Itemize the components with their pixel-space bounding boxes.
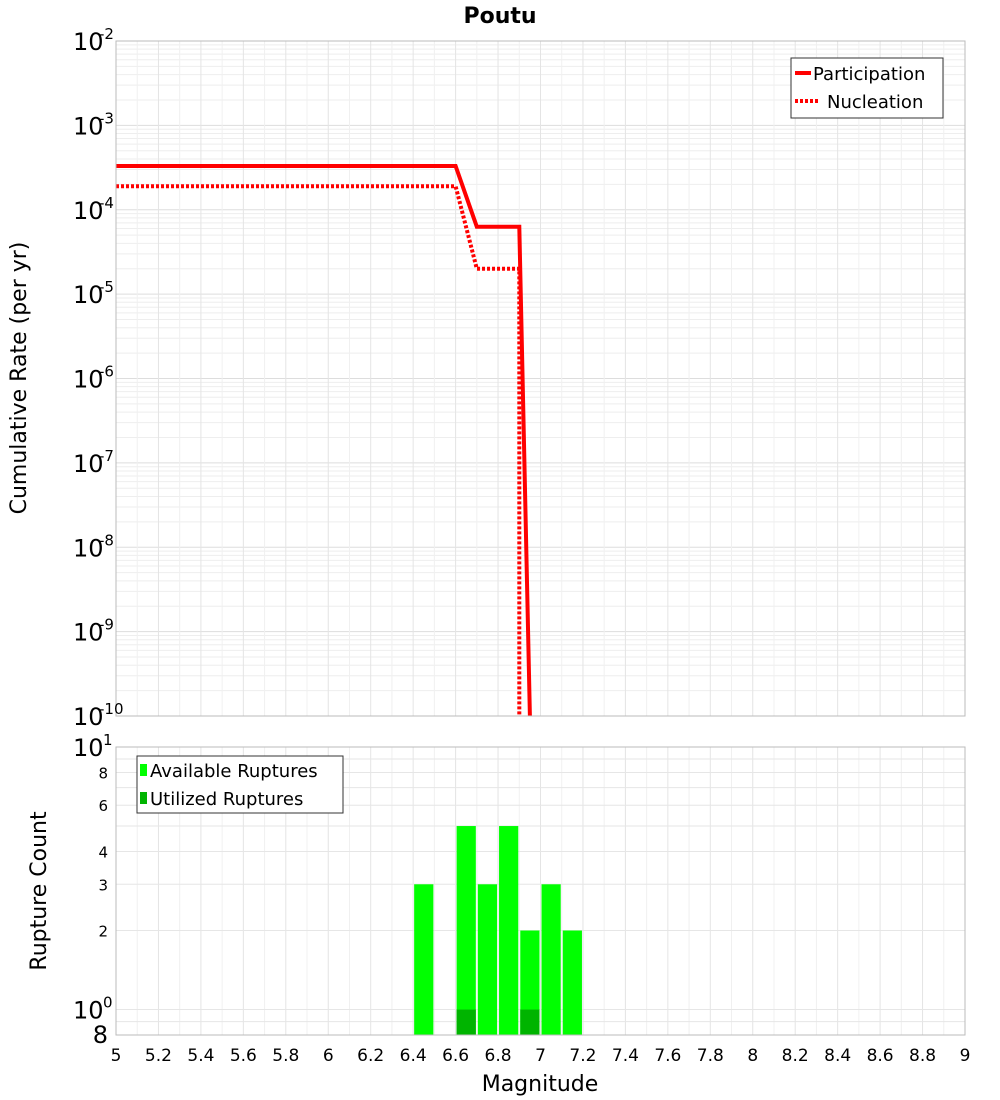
top-y-tick-exponent: -10 [99, 700, 124, 718]
top-y-tick-base: 10 [73, 619, 104, 647]
available-ruptures-bar [499, 826, 519, 1035]
utilized-ruptures-legend-swatch [140, 792, 147, 804]
participation-legend-label: Participation [813, 64, 925, 85]
chart-title: Poutu [463, 4, 536, 29]
x-tick-label: 7.4 [612, 1046, 639, 1066]
x-tick-label: 5.6 [230, 1046, 257, 1066]
x-tick-label: 7.8 [697, 1046, 724, 1066]
x-tick-label: 6.8 [485, 1046, 512, 1066]
top-y-tick-exponent: -2 [99, 25, 114, 43]
top-y-tick-base: 10 [73, 197, 104, 225]
x-tick-label: 7.6 [654, 1046, 681, 1066]
bottom-y-minor-tick-label: 3 [98, 876, 108, 894]
top-y-tick-base: 10 [73, 366, 104, 394]
x-tick-label: 5.8 [272, 1046, 299, 1066]
bottom-y-tick-base: 10 [73, 997, 104, 1025]
bottom-y-tick-exponent: 0 [103, 994, 113, 1012]
utilized-ruptures-legend-label: Utilized Ruptures [150, 789, 303, 810]
available-ruptures-legend-swatch [140, 764, 147, 776]
x-tick-label: 6 [323, 1046, 334, 1066]
rupture-count-bars [414, 826, 582, 1035]
x-tick-label: 7.2 [569, 1046, 596, 1066]
bottom-y-minor-tick-label: 8 [93, 1021, 108, 1049]
x-tick-label: 8.4 [824, 1046, 851, 1066]
bottom-legend-box [136, 755, 344, 814]
x-tick-labels: 5 5.2 5.4 5.6 5.8 6 6.2 6.4 6.6 6.8 7 7.2 7.4 7.6 7.8 8… [111, 1046, 971, 1066]
bottom-y-minor-tick-label: 4 [98, 843, 108, 861]
x-tick-label: 8.6 [867, 1046, 894, 1066]
available-ruptures-legend-label: Available Ruptures [150, 761, 318, 782]
top-y-tick-exponent: -3 [99, 109, 114, 127]
top-plot-border [115, 40, 966, 717]
bottom-y-minor-tick-label: 2 [98, 923, 108, 941]
x-tick-label: 6.2 [357, 1046, 384, 1066]
top-y-tick-base: 10 [73, 28, 104, 56]
x-tick-label: 5.2 [145, 1046, 172, 1066]
x-tick-label: 8.2 [782, 1046, 809, 1066]
top-plot-frame [115, 40, 966, 717]
top-y-tick-exponent: -6 [99, 363, 114, 381]
bottom-y-minor-tick-label: 6 [98, 797, 108, 815]
top-y-tick-base: 10 [73, 703, 104, 731]
bottom-y-tick-exponent: 1 [103, 731, 113, 749]
x-tick-label: 6.4 [400, 1046, 427, 1066]
bottom-y-axis-label: Rupture Count [27, 811, 52, 971]
available-ruptures-bar [477, 884, 498, 1035]
nucleation-legend-label: Nucleation [827, 92, 923, 113]
bottom-legend: Available Ruptures Utilized Ruptures [136, 755, 344, 814]
x-axis-label: Magnitude [482, 1072, 599, 1097]
bottom-y-minor-tick-label: 8 [98, 764, 108, 782]
top-legend: Participation Nucleation [790, 57, 944, 119]
top-y-tick-exponent: -4 [99, 194, 114, 212]
available-ruptures-bar [520, 930, 540, 1035]
bottom-plot-frame [115, 746, 966, 1036]
x-tick-label: 7 [535, 1046, 546, 1066]
bottom-plot-border [115, 746, 966, 1036]
top-plot-grid [115, 40, 966, 717]
x-tick-label: 9 [960, 1046, 971, 1066]
available-ruptures-bar [456, 826, 476, 1035]
bottom-y-tick-base: 10 [73, 734, 104, 762]
available-ruptures-bar [562, 930, 582, 1035]
available-ruptures-bar [541, 884, 561, 1035]
utilized-ruptures-bar [520, 1009, 540, 1035]
x-tick-label: 8.8 [909, 1046, 936, 1066]
top-y-axis-label: Cumulative Rate (per yr) [7, 242, 32, 515]
x-tick-label: 5 [111, 1046, 122, 1066]
top-y-tick-base: 10 [73, 281, 104, 309]
top-y-tick-exponent: -5 [99, 278, 114, 296]
top-legend-box [790, 57, 944, 119]
utilized-ruptures-bar [456, 1009, 476, 1035]
nucleation-line [116, 184, 522, 716]
x-tick-label: 5.4 [187, 1046, 214, 1066]
x-tick-label: 6.6 [442, 1046, 469, 1066]
cumulative-rate-lines [116, 164, 532, 717]
top-y-tick-exponent: -9 [99, 616, 114, 634]
top-y-tick-base: 10 [73, 450, 104, 478]
top-y-tick-exponent: -8 [99, 531, 114, 549]
top-y-tick-base: 10 [73, 112, 104, 140]
top-y-tick-base: 10 [73, 534, 104, 562]
top-y-tick-labels: 10-210-310-410-510-610-710-810-910-10 [73, 25, 124, 731]
x-tick-label: 8 [747, 1046, 758, 1066]
participation-line [116, 164, 532, 717]
available-ruptures-bar [414, 884, 434, 1035]
top-y-tick-exponent: -7 [99, 447, 114, 465]
